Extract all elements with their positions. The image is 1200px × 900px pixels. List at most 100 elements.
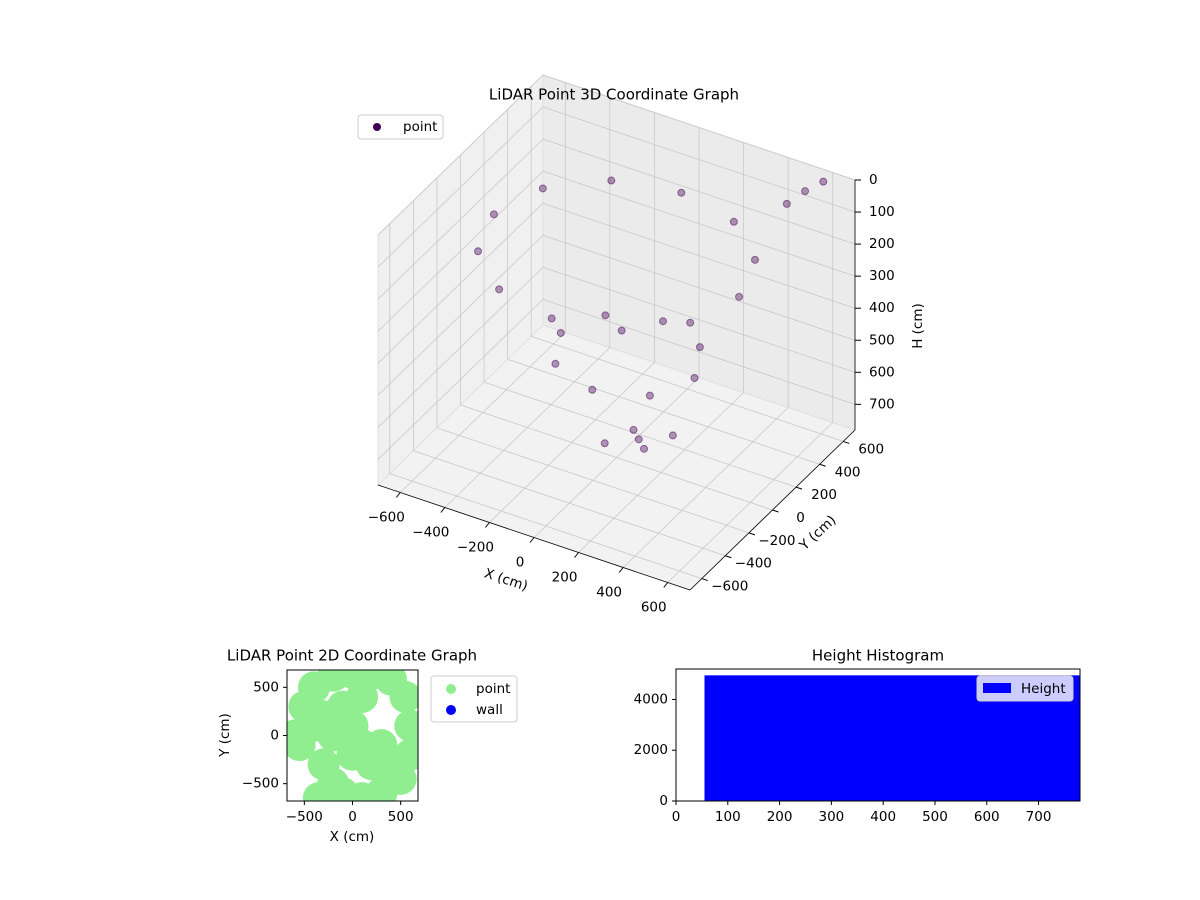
grid-line	[531, 336, 844, 442]
point	[640, 444, 649, 453]
x-tick-label: 200	[552, 570, 578, 586]
point	[629, 425, 638, 434]
x-tick	[485, 522, 490, 528]
point	[601, 311, 610, 320]
grid-line	[377, 138, 544, 300]
grid-line	[460, 404, 773, 511]
point	[588, 385, 597, 394]
grid-line	[377, 106, 544, 268]
grid-line	[377, 202, 544, 364]
point	[659, 317, 667, 326]
grid-line	[542, 298, 856, 405]
legend-label: point	[403, 119, 437, 135]
point	[302, 782, 335, 801]
legend-label: point	[476, 681, 510, 697]
legend-marker	[446, 705, 456, 715]
z-tick-label: 400	[869, 300, 895, 316]
x-axis	[377, 484, 691, 591]
point	[489, 210, 498, 219]
point	[695, 343, 704, 352]
point	[645, 391, 654, 400]
y-tick-label: 4000	[634, 691, 668, 707]
y-tick-label: 600	[858, 441, 884, 457]
point	[551, 359, 560, 368]
x-tick-label: 300	[818, 809, 844, 825]
legend-marker	[446, 684, 456, 694]
point	[495, 285, 504, 294]
z-tick-label: 600	[869, 364, 895, 380]
x-tick-label: 600	[641, 600, 667, 616]
legend-marker	[373, 123, 381, 131]
y-tick-label: 0	[270, 728, 279, 744]
y-tick-label: 0	[796, 510, 805, 526]
z-tick-label: 300	[869, 268, 895, 284]
point	[600, 439, 609, 448]
x-tick-label: −500	[286, 809, 323, 825]
grid-line	[542, 170, 856, 277]
grid-line	[542, 266, 856, 373]
point	[782, 199, 791, 208]
point	[668, 431, 677, 440]
point	[607, 176, 616, 185]
point	[474, 247, 483, 256]
plot-frame	[675, 668, 1081, 802]
x-tick-label: 0	[516, 555, 525, 571]
z-tick-label: 200	[869, 236, 895, 252]
x-tick	[395, 492, 401, 498]
point	[617, 326, 626, 335]
x-tick-label: 0	[672, 809, 681, 825]
point	[634, 435, 643, 444]
grid-line	[389, 473, 702, 579]
x-tick-label: 100	[715, 809, 741, 825]
x-tick	[529, 537, 535, 543]
grid-line	[542, 202, 856, 309]
x-tick-label: 0	[348, 809, 357, 825]
point	[735, 292, 744, 301]
grid-line	[377, 74, 544, 236]
x-axis-label: X (cm)	[330, 829, 375, 845]
x-tick-label: −400	[412, 525, 449, 541]
point	[750, 255, 759, 264]
point	[538, 184, 547, 193]
y-tick	[795, 486, 803, 490]
point	[556, 328, 565, 337]
y-tick-label: 200	[811, 487, 837, 503]
y-tick-label: 0	[659, 793, 668, 809]
chart-title: LiDAR Point 2D Coordinate Graph	[227, 647, 477, 665]
grid-line	[413, 450, 726, 557]
point	[819, 177, 828, 186]
x-tick-label: −600	[368, 510, 405, 526]
legend-label: Height	[1021, 681, 1066, 697]
plot-area	[287, 670, 418, 801]
x-tick-label: 200	[767, 809, 793, 825]
grid-line	[507, 358, 820, 465]
x-tick	[618, 567, 624, 573]
grid-line	[377, 170, 544, 332]
grid-line	[377, 234, 544, 396]
x-tick	[574, 552, 579, 558]
y-tick-label: −500	[242, 776, 279, 792]
x-tick-label: 500	[388, 809, 414, 825]
x-tick-label: 500	[922, 809, 948, 825]
chart-title: LiDAR Point 3D Coordinate Graph	[489, 86, 739, 104]
x-tick-label: −200	[457, 540, 494, 556]
chart-title: Height Histogram	[812, 647, 944, 665]
grid-line	[542, 138, 856, 245]
z-tick-label: 100	[869, 204, 895, 220]
point	[729, 217, 738, 226]
point	[297, 709, 330, 742]
point	[394, 709, 418, 742]
legend-box	[357, 114, 444, 140]
grid-line	[542, 234, 856, 341]
y-tick	[772, 509, 779, 513]
z-tick-label: 0	[869, 172, 878, 188]
y-tick-label: −400	[735, 556, 772, 572]
point	[547, 314, 556, 323]
legend-label: wall	[476, 702, 503, 718]
y-tick-label: 2000	[634, 742, 668, 758]
grid-line	[436, 427, 750, 534]
point	[686, 318, 695, 327]
legend-box	[976, 675, 1074, 702]
x-tick-label: 400	[870, 809, 896, 825]
